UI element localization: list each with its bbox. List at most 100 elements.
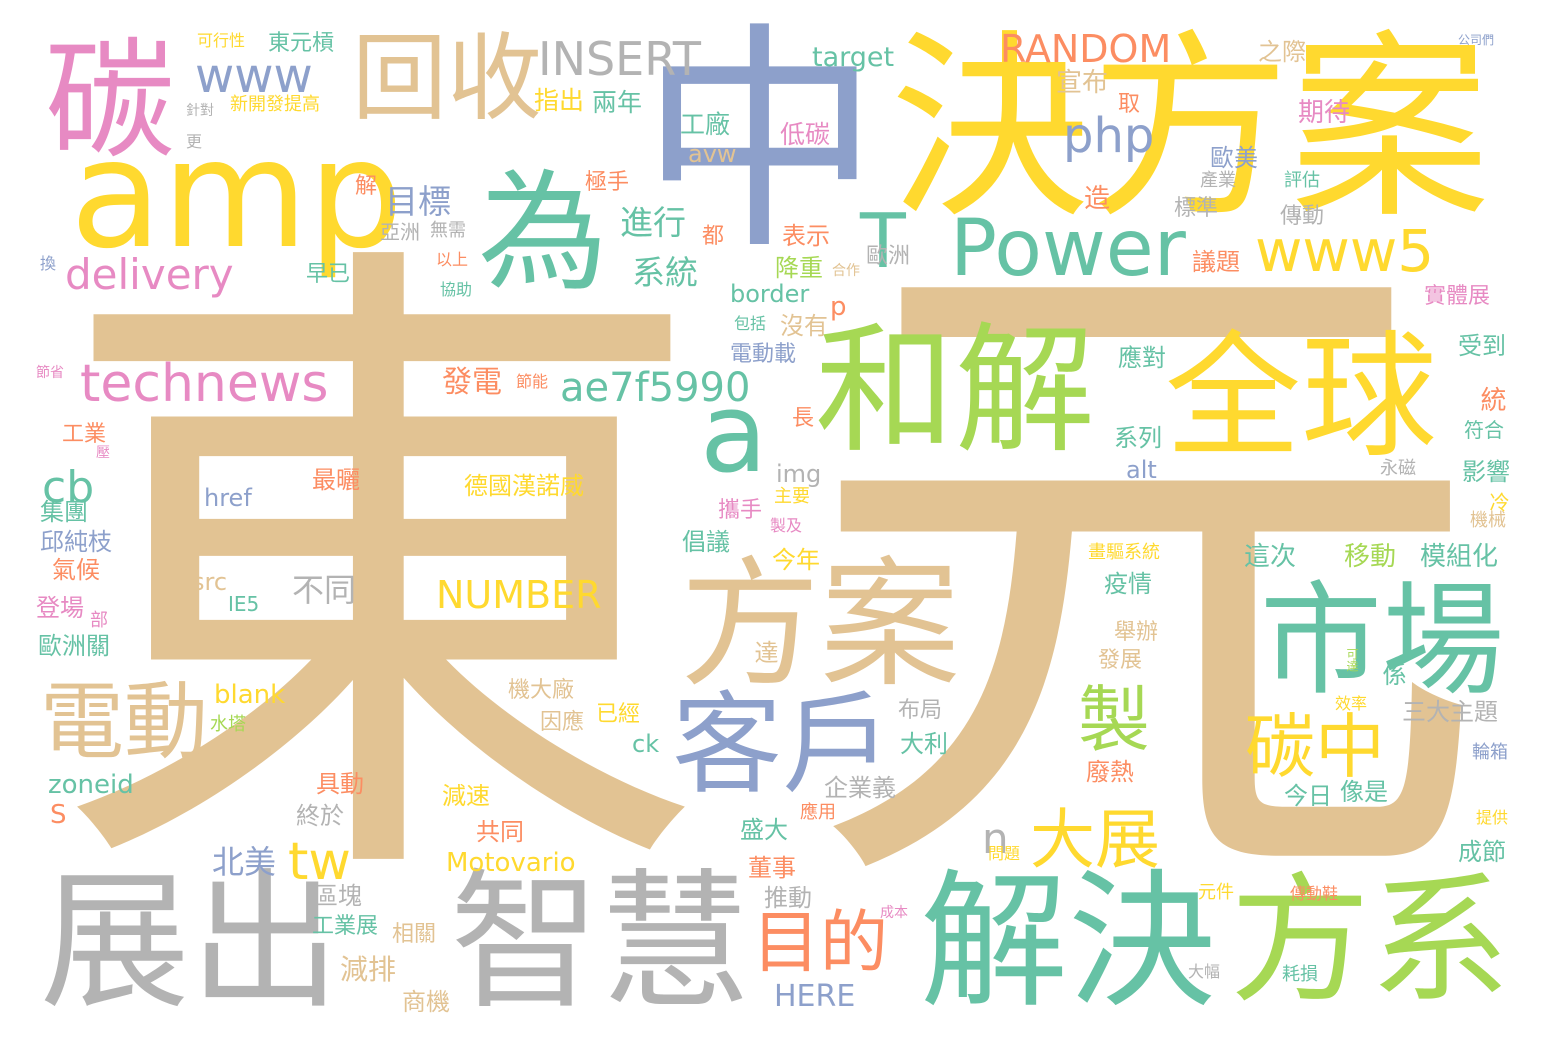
word-zhong-yu: 終於: [296, 802, 344, 830]
word-zhen-dui: 針對: [186, 103, 214, 119]
word-fu-he: 符合: [1464, 418, 1504, 442]
word-ji-tuan: 集團: [40, 498, 88, 526]
word-amp: amp: [70, 108, 404, 282]
word-dong-shi: 董事: [748, 854, 796, 882]
word-xi: 係: [1378, 662, 1406, 686]
word-ya-zhou: 亞洲: [380, 220, 420, 244]
word-de-guo-han-nuo-wei: 德國漢諾威: [464, 472, 584, 500]
word-liang-nian: 兩年: [592, 88, 643, 117]
word-jin-nian: 今年: [772, 546, 820, 574]
word-xiang-shi: 像是: [1340, 778, 1388, 806]
word-zhi-hui: 智慧: [450, 856, 751, 1030]
word-fa-zhan: 發展: [1098, 648, 1143, 673]
word-leng: 冷: [1486, 492, 1510, 512]
word-avw: avw: [688, 140, 737, 168]
word-gong-tong: 共同: [476, 818, 524, 846]
word-yi-dong: 移動: [1344, 542, 1397, 572]
word-wei: 為: [478, 157, 609, 309]
word-wu-xu: 無需: [430, 220, 466, 241]
word-qi-dai: 期待: [1298, 98, 1351, 128]
word-tong: 統: [1476, 386, 1506, 412]
word-chuan-dong-xie: 傳動鞋: [1290, 884, 1339, 903]
word-cb: cb: [42, 462, 95, 513]
word-ping-gu: 評估: [1284, 170, 1320, 191]
word-jie-jue: 解決: [920, 856, 1216, 1028]
word-da: 達: [750, 640, 778, 664]
word-qi-hou: 氣候: [52, 556, 100, 584]
word-yi-jing: 已經: [596, 702, 641, 727]
word-zui-shai: 最曬: [312, 466, 360, 494]
word-fa-dian: 發電: [442, 365, 502, 400]
word-zhi: 製: [1078, 678, 1151, 762]
word-p: p: [830, 292, 847, 322]
word-ie5: IE5: [228, 592, 260, 616]
word-target: target: [812, 42, 895, 73]
word-xiang-guan: 相關: [392, 922, 437, 947]
word-img: img: [776, 460, 822, 488]
word-qiu-chun-zhi: 邱純枝: [40, 528, 112, 556]
word-blank: blank: [214, 680, 286, 710]
word-geng: 更: [186, 132, 203, 151]
word-sheng-da: 盛大: [740, 816, 788, 844]
word-chan-ye: 產業: [1200, 170, 1236, 191]
word-shi-ti-zhan: 實體展: [1424, 284, 1491, 309]
word-yuan: 元: [800, 173, 1490, 976]
word-ti-gong: 提供: [1476, 808, 1509, 827]
word-xi-tong: 系統: [632, 253, 698, 292]
word-san-da-zhu-ti: 三大主題: [1402, 698, 1498, 726]
word-power: Power: [950, 204, 1186, 294]
word-ck: ck: [632, 730, 660, 758]
word-tan: 碳: [45, 25, 176, 177]
word-da-fu: 大幅: [1188, 962, 1221, 981]
word-dong: 東: [50, 193, 710, 962]
word-www: www: [195, 48, 313, 104]
word-dong-yuan-gang: 東元槓: [268, 31, 335, 56]
word-zao: 造: [1084, 184, 1111, 214]
word-lun-xiang: 輪箱: [1472, 742, 1508, 763]
word-jian-su: 減速: [442, 782, 490, 810]
word-di-tan: 低碳: [780, 120, 831, 149]
word-t: T: [860, 197, 906, 285]
word-technews: technews: [80, 354, 329, 414]
word-qu-kuai: 區塊: [314, 882, 362, 910]
word-da-zhan: 大展: [1030, 803, 1161, 878]
word-mei-you: 沒有: [780, 312, 828, 340]
word-zhi-chu: 指出: [534, 86, 585, 115]
word-deng-chang: 登場: [36, 594, 84, 622]
word-s: S: [50, 800, 67, 830]
word-ju-ban: 舉辦: [1114, 620, 1159, 645]
word-here: HERE: [774, 979, 856, 1014]
word-cheng-jie: 成節: [1458, 838, 1506, 866]
word-hui-shou: 回收: [352, 24, 543, 134]
word-xi-lie: 系列: [1114, 424, 1162, 452]
word-ju-dong: 具動: [316, 770, 364, 798]
word-chuan-dong: 傳動: [1280, 204, 1325, 229]
word-jie-neng: 節能: [516, 372, 549, 391]
word-ke-hu: 客戶: [672, 681, 892, 809]
word-bao-kuo: 包括: [734, 314, 767, 333]
word-yuan-jian: 元件: [1198, 882, 1234, 903]
word-tan-zhong: 碳中: [1245, 706, 1385, 788]
word-ying-dui: 應對: [1118, 344, 1166, 372]
word-yong-ci: 永磁: [1380, 458, 1416, 479]
word-mu-biao: 目標: [385, 182, 451, 221]
word-bei-mei: 北美: [212, 843, 277, 881]
word-gong-ye: 工業: [62, 422, 107, 447]
word-dian-dong: 電動: [40, 673, 209, 771]
word-yin-ying: 因應: [540, 710, 585, 735]
word-alt: alt: [1126, 456, 1157, 484]
word-ke-da: 可達: [1345, 648, 1359, 672]
word-zhe-ci: 這次: [1244, 542, 1297, 572]
word-ying-yong: 應用: [800, 802, 836, 823]
word-dian-dong-zai: 電動載: [730, 342, 797, 367]
word-ying-xiang: 影響: [1462, 458, 1510, 486]
word-shou-dao: 受到: [1458, 332, 1506, 360]
word-tui-dong: 推動: [764, 884, 812, 912]
word-src: src: [192, 568, 228, 596]
word-php: php: [1063, 108, 1155, 164]
word-number: NUMBER: [436, 573, 602, 617]
word-zao-yi: 早已: [306, 262, 351, 287]
word-ji-shou: 極手: [585, 170, 630, 195]
word-yi-qing: 疫情: [1104, 570, 1152, 598]
